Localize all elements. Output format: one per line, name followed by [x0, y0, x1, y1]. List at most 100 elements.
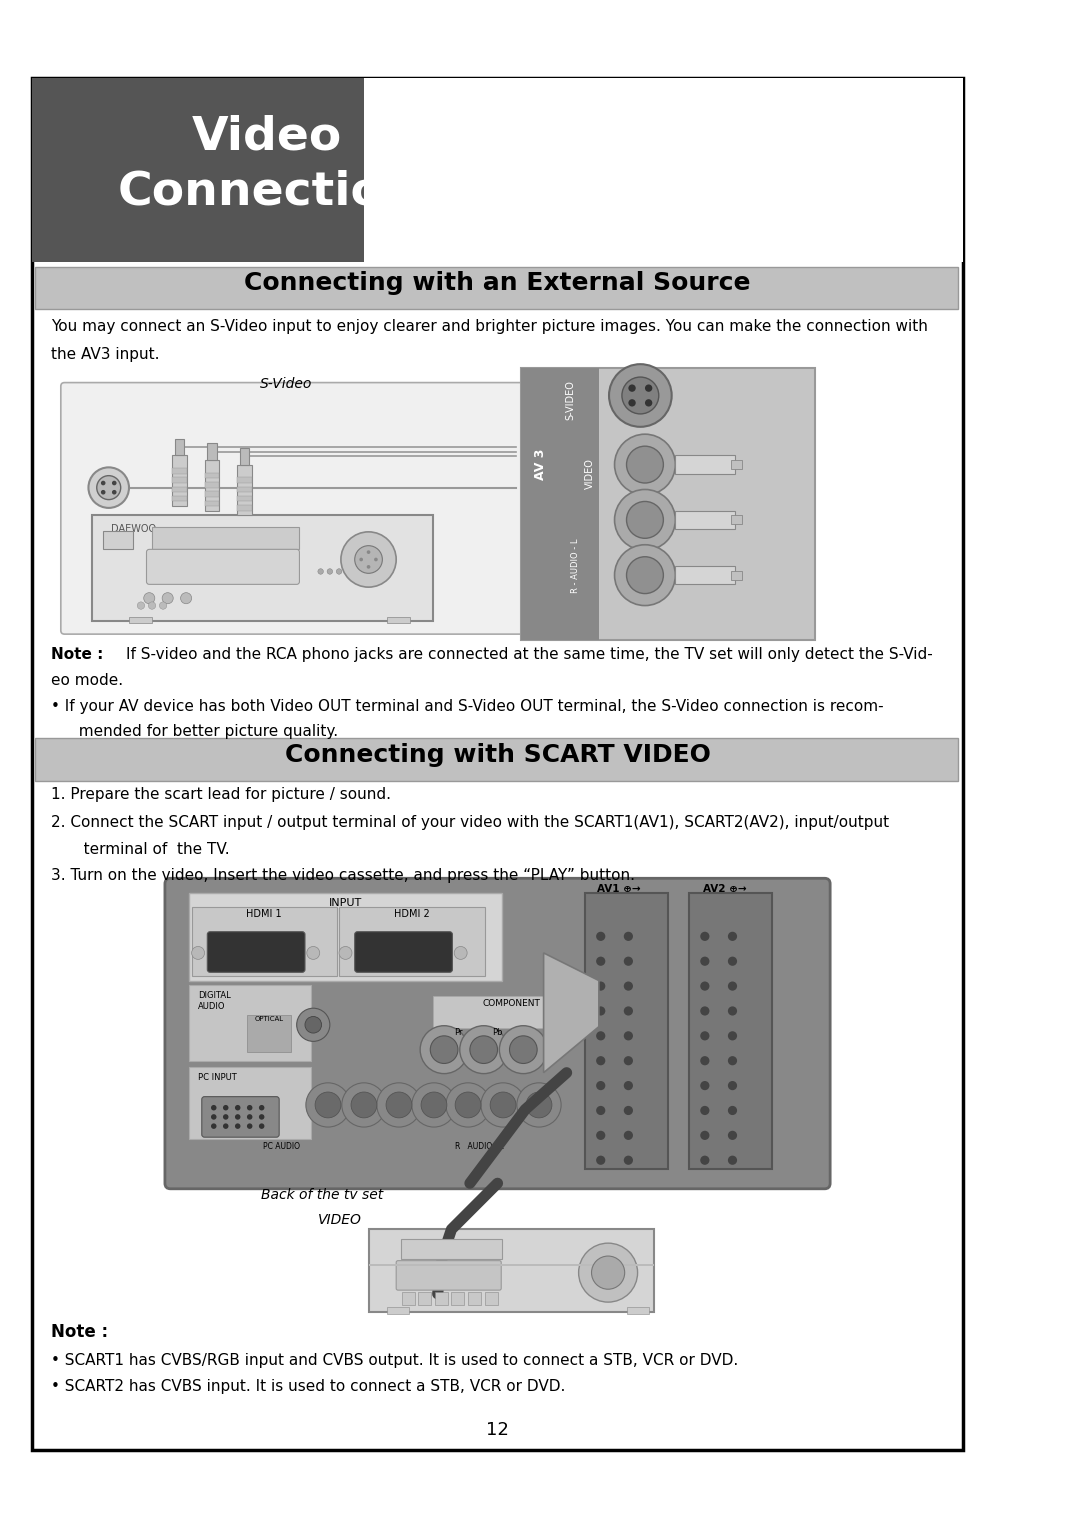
- Text: 12: 12: [486, 1422, 509, 1439]
- Circle shape: [354, 546, 382, 573]
- Bar: [485, 1292, 498, 1304]
- Circle shape: [430, 1035, 458, 1064]
- Circle shape: [596, 1081, 605, 1090]
- Circle shape: [222, 1105, 229, 1110]
- Circle shape: [247, 1105, 253, 1110]
- Polygon shape: [543, 953, 599, 1073]
- Circle shape: [112, 489, 117, 494]
- Circle shape: [629, 384, 636, 391]
- Bar: [731, 515, 742, 524]
- Circle shape: [180, 593, 191, 604]
- Text: S-Video: S-Video: [259, 378, 312, 391]
- Text: mended for better picture quality.: mended for better picture quality.: [69, 725, 338, 740]
- Circle shape: [645, 399, 652, 407]
- Text: R - AUDIO - L: R - AUDIO - L: [571, 538, 580, 593]
- Circle shape: [235, 1124, 241, 1128]
- Text: Pb: Pb: [492, 1029, 503, 1038]
- Bar: [387, 616, 410, 624]
- Bar: [675, 511, 735, 529]
- Text: 1. Prepare the scart lead for picture / sound.: 1. Prepare the scart lead for picture / …: [51, 787, 391, 803]
- Circle shape: [259, 1105, 265, 1110]
- Circle shape: [97, 476, 121, 500]
- FancyBboxPatch shape: [165, 878, 831, 1188]
- Circle shape: [728, 1057, 737, 1066]
- Circle shape: [327, 569, 333, 575]
- Circle shape: [624, 1105, 633, 1115]
- Circle shape: [191, 946, 204, 959]
- Text: Note :: Note :: [51, 1323, 108, 1341]
- Bar: [731, 570, 742, 579]
- Bar: [104, 531, 133, 549]
- Circle shape: [499, 1026, 548, 1073]
- Circle shape: [596, 931, 605, 940]
- Text: DAEWOO: DAEWOO: [110, 524, 156, 535]
- Circle shape: [728, 1081, 737, 1090]
- Circle shape: [318, 569, 323, 575]
- Circle shape: [455, 946, 468, 959]
- Circle shape: [137, 602, 145, 609]
- Circle shape: [386, 1092, 411, 1118]
- Circle shape: [89, 468, 129, 508]
- Bar: [675, 566, 735, 584]
- Circle shape: [306, 1083, 350, 1127]
- Circle shape: [596, 1105, 605, 1115]
- Text: Connecting with SCART VIDEO: Connecting with SCART VIDEO: [285, 743, 711, 768]
- Circle shape: [259, 1124, 265, 1128]
- Circle shape: [629, 399, 636, 407]
- Circle shape: [645, 384, 652, 391]
- Circle shape: [700, 1131, 710, 1141]
- Text: DIGITAL: DIGITAL: [198, 991, 231, 1000]
- Circle shape: [728, 1006, 737, 1015]
- Circle shape: [728, 1031, 737, 1040]
- Text: Back of the tv set: Back of the tv set: [261, 1188, 383, 1202]
- Bar: [173, 477, 187, 483]
- Circle shape: [411, 1083, 456, 1127]
- Circle shape: [510, 1035, 537, 1064]
- Bar: [35, 739, 958, 781]
- Bar: [626, 1307, 649, 1313]
- Circle shape: [160, 602, 166, 609]
- Circle shape: [342, 1083, 386, 1127]
- Bar: [173, 495, 187, 502]
- Circle shape: [446, 1083, 490, 1127]
- Circle shape: [100, 480, 106, 485]
- Bar: [364, 78, 963, 261]
- Circle shape: [700, 1057, 710, 1066]
- Circle shape: [579, 1243, 637, 1303]
- Bar: [585, 893, 669, 1170]
- Text: HDMI 1: HDMI 1: [245, 908, 281, 919]
- Circle shape: [700, 1105, 710, 1115]
- Circle shape: [624, 1156, 633, 1165]
- FancyBboxPatch shape: [60, 382, 538, 635]
- Circle shape: [700, 1006, 710, 1015]
- Circle shape: [700, 1031, 710, 1040]
- Circle shape: [609, 364, 672, 427]
- Bar: [92, 515, 433, 621]
- Bar: [402, 1292, 415, 1304]
- Circle shape: [596, 1031, 605, 1040]
- Circle shape: [148, 602, 156, 609]
- Text: Video: Video: [192, 115, 342, 159]
- Bar: [204, 460, 219, 511]
- Bar: [731, 460, 742, 469]
- Circle shape: [374, 558, 378, 561]
- Text: VIDEO: VIDEO: [585, 459, 595, 489]
- Text: AV2 ⊕→: AV2 ⊕→: [703, 884, 746, 894]
- Bar: [433, 997, 590, 1029]
- Circle shape: [624, 982, 633, 991]
- Circle shape: [100, 489, 106, 494]
- Circle shape: [455, 1092, 481, 1118]
- Text: COMPONENT: COMPONENT: [483, 998, 540, 1008]
- Bar: [418, 1292, 431, 1304]
- Circle shape: [624, 1057, 633, 1066]
- Circle shape: [222, 1115, 229, 1119]
- Circle shape: [162, 593, 173, 604]
- Text: AUDIO: AUDIO: [198, 1001, 226, 1011]
- Bar: [401, 1238, 502, 1258]
- Bar: [237, 465, 252, 515]
- Circle shape: [211, 1105, 216, 1110]
- Text: • SCART1 has CVBS/RGB input and CVBS output. It is used to connect a STB, VCR or: • SCART1 has CVBS/RGB input and CVBS out…: [51, 1353, 738, 1368]
- Circle shape: [307, 946, 320, 959]
- Circle shape: [377, 1083, 421, 1127]
- Circle shape: [235, 1105, 241, 1110]
